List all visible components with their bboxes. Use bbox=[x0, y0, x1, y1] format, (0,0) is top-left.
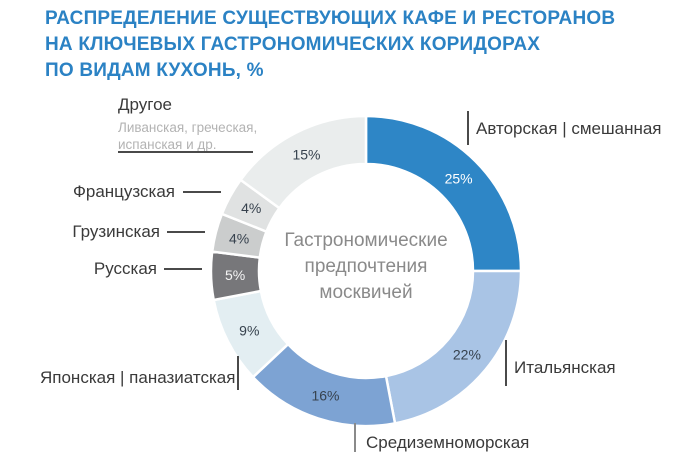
connector-line-sredizemnomorskaya bbox=[354, 423, 356, 452]
label-frantsuzskaya: Французская bbox=[72, 182, 175, 201]
donut-segment-7 bbox=[238, 114, 368, 210]
connector-line-yaponskaya bbox=[237, 356, 239, 390]
connector-line-gruzinskaya bbox=[167, 231, 205, 233]
donut-value-label-6: 4% bbox=[241, 200, 261, 216]
label-gruzinskaya: Грузинская bbox=[72, 222, 160, 241]
label-drugoe-sublabel: Ливанская, греческая, испанская и др. bbox=[118, 120, 258, 152]
donut-value-label-3: 9% bbox=[239, 323, 259, 339]
label-italyanskaya: Итальянская bbox=[514, 358, 616, 377]
label-drugoe: Другое bbox=[118, 95, 173, 114]
chart-title: РАСПРЕДЕЛЕНИЕ СУЩЕСТВУЮЩИХ КАФЕ И РЕСТОР… bbox=[45, 8, 616, 81]
connector-line-drugoe bbox=[118, 151, 253, 153]
donut-value-label-7: 15% bbox=[292, 146, 320, 162]
connector-line-italyanskaya bbox=[505, 340, 507, 386]
donut-value-label-5: 4% bbox=[229, 230, 249, 246]
donut-value-label-2: 16% bbox=[311, 388, 339, 404]
label-avtorskaya-smeshannaya: Авторская | смешанная bbox=[476, 119, 662, 138]
donut-value-label-4: 5% bbox=[225, 267, 245, 283]
label-yaponskaya-panaziatskaya: Японская | паназиатская bbox=[40, 368, 236, 387]
donut-value-label-1: 22% bbox=[453, 347, 481, 363]
donut-value-label-0: 25% bbox=[445, 170, 473, 186]
label-russkaya: Русская bbox=[93, 259, 157, 278]
label-sredizemnomorskaya: Средиземноморская bbox=[366, 433, 530, 452]
connector-line-russkaya bbox=[164, 268, 202, 270]
connector-line-frantsuzskaya bbox=[183, 191, 221, 193]
donut-center-label: Гастрономические предпочтения москвичей bbox=[284, 230, 448, 303]
connector-line-avtorskaya bbox=[467, 111, 469, 145]
